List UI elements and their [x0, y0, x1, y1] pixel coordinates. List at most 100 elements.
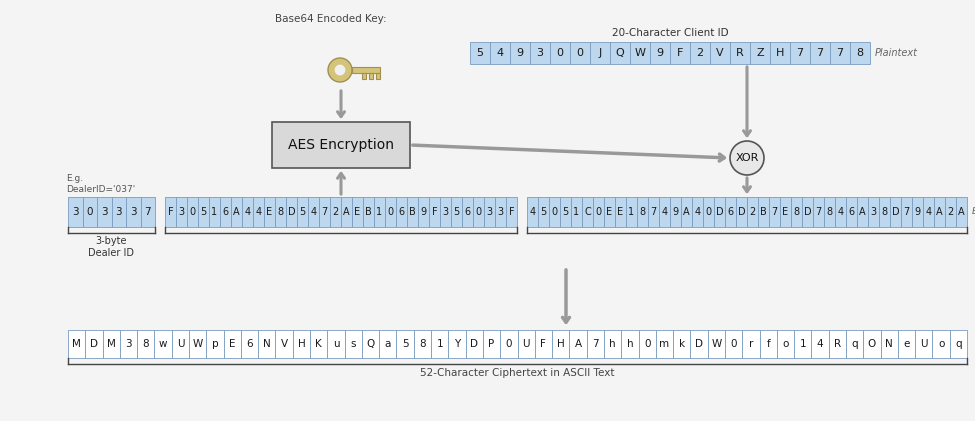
Text: Binary In Hex: Binary In Hex: [972, 208, 975, 216]
Text: 52-Character Ciphertext in ASCII Text: 52-Character Ciphertext in ASCII Text: [420, 368, 615, 378]
Bar: [102, 330, 120, 358]
Text: 9: 9: [915, 207, 920, 217]
Bar: [879, 197, 890, 227]
Bar: [690, 330, 708, 358]
Text: 5: 5: [477, 48, 484, 58]
Text: E.g.
DealerID='037': E.g. DealerID='037': [66, 174, 136, 194]
Bar: [137, 330, 154, 358]
Text: 8: 8: [419, 339, 426, 349]
Bar: [253, 197, 264, 227]
Bar: [791, 197, 802, 227]
Bar: [901, 197, 912, 227]
Bar: [604, 330, 621, 358]
Bar: [681, 197, 692, 227]
Bar: [934, 197, 945, 227]
Bar: [448, 330, 466, 358]
Bar: [923, 197, 934, 227]
Text: F: F: [677, 48, 683, 58]
Text: 6: 6: [399, 207, 405, 217]
Bar: [835, 197, 846, 227]
Bar: [385, 197, 396, 227]
Text: A: A: [574, 339, 581, 349]
Text: 1: 1: [437, 339, 443, 349]
Text: o: o: [938, 339, 944, 349]
Text: 4: 4: [496, 48, 503, 58]
Bar: [750, 42, 770, 64]
Text: Z: Z: [757, 48, 763, 58]
Text: D: D: [892, 207, 899, 217]
Text: R: R: [834, 339, 840, 349]
Bar: [518, 330, 535, 358]
Bar: [549, 197, 560, 227]
Bar: [258, 330, 276, 358]
Bar: [83, 197, 97, 227]
Bar: [569, 330, 587, 358]
Bar: [714, 197, 725, 227]
Text: F: F: [509, 207, 515, 217]
Bar: [615, 197, 626, 227]
Bar: [659, 197, 670, 227]
Bar: [590, 42, 610, 64]
Text: M: M: [72, 339, 81, 349]
Bar: [120, 330, 137, 358]
Bar: [264, 197, 275, 227]
Bar: [950, 330, 967, 358]
Text: 2: 2: [696, 48, 704, 58]
Bar: [670, 42, 690, 64]
Bar: [473, 197, 484, 227]
Text: 5: 5: [563, 207, 568, 217]
Bar: [692, 197, 703, 227]
Text: D: D: [695, 339, 703, 349]
Bar: [898, 330, 916, 358]
Bar: [916, 330, 932, 358]
Text: p: p: [212, 339, 218, 349]
Text: k: k: [679, 339, 684, 349]
Text: U: U: [920, 339, 927, 349]
Text: q: q: [956, 339, 961, 349]
Bar: [490, 42, 510, 64]
Text: A: A: [683, 207, 690, 217]
Text: 9: 9: [517, 48, 524, 58]
Text: 0: 0: [644, 339, 650, 349]
Bar: [530, 42, 550, 64]
Bar: [126, 197, 140, 227]
Text: D: D: [470, 339, 479, 349]
Bar: [790, 42, 810, 64]
Text: P: P: [488, 339, 494, 349]
Bar: [758, 197, 769, 227]
Text: 7: 7: [816, 48, 824, 58]
Bar: [207, 330, 223, 358]
Text: 7: 7: [322, 207, 328, 217]
Bar: [777, 330, 794, 358]
Bar: [552, 330, 569, 358]
Bar: [85, 330, 102, 358]
Bar: [830, 42, 850, 64]
Bar: [863, 330, 880, 358]
Bar: [571, 197, 582, 227]
Text: C: C: [584, 207, 591, 217]
Bar: [932, 330, 950, 358]
Bar: [374, 197, 385, 227]
Bar: [375, 73, 380, 79]
Bar: [362, 73, 366, 79]
Bar: [760, 330, 777, 358]
Text: 2: 2: [948, 207, 954, 217]
Text: 5: 5: [299, 207, 305, 217]
Bar: [639, 330, 656, 358]
Text: 3: 3: [871, 207, 877, 217]
Bar: [330, 197, 341, 227]
Bar: [242, 197, 253, 227]
Bar: [770, 42, 790, 64]
Text: h: h: [627, 339, 633, 349]
Bar: [431, 330, 448, 358]
Text: A: A: [936, 207, 943, 217]
Text: u: u: [332, 339, 339, 349]
Text: 1: 1: [800, 339, 806, 349]
Bar: [648, 197, 659, 227]
Text: 7: 7: [815, 207, 822, 217]
Bar: [811, 330, 829, 358]
Text: o: o: [782, 339, 789, 349]
Bar: [857, 197, 868, 227]
Bar: [794, 330, 811, 358]
Text: w: w: [159, 339, 168, 349]
